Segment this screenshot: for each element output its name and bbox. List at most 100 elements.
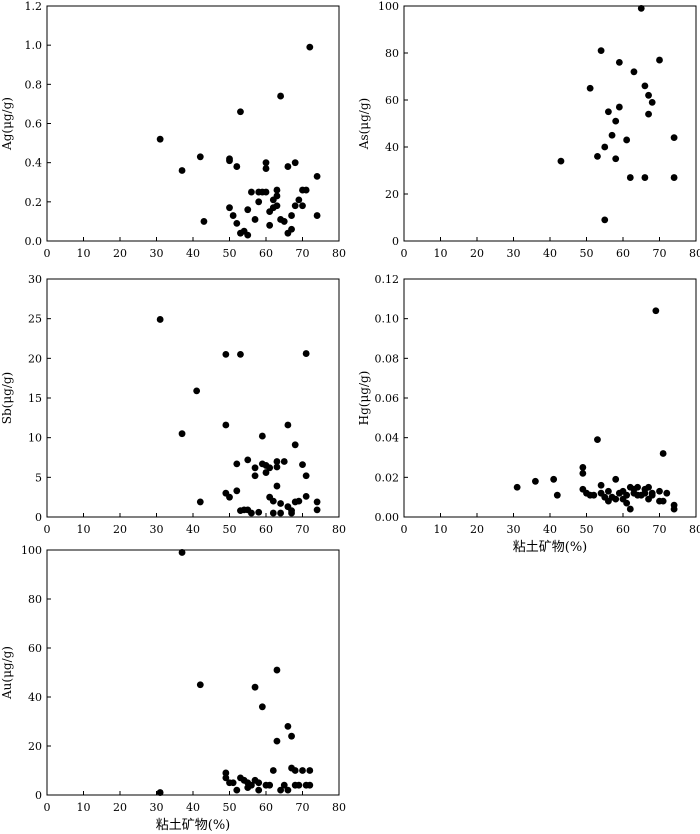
data-point [251,464,259,472]
data-point [248,509,255,517]
data-point [277,500,284,507]
x-tick-label: 30 [150,801,164,814]
x-axis-label: 粘土矿物(%) [156,818,231,833]
data-point [156,789,164,796]
data-point [255,508,263,516]
data-point [222,769,230,777]
data-point [313,212,321,219]
x-tick-label: 20 [470,523,484,536]
data-point [594,153,601,160]
data-point [532,477,539,485]
data-point [248,781,255,789]
data-point [553,491,561,499]
data-point [251,683,259,691]
data-point [288,509,295,517]
data-point [258,432,266,440]
y-tick-label: 10 [28,432,42,445]
data-point [258,703,266,711]
data-point [299,767,306,774]
data-point [178,430,186,438]
data-point [251,216,259,223]
data-point [645,483,652,491]
y-axis-label: Sb(μg/g) [0,372,14,424]
y-tick-label: 0.2 [25,196,43,209]
data-point [255,786,263,794]
x-tick-label: 70 [296,247,310,260]
plot-frame [46,549,340,796]
y-tick-label: 1.0 [25,39,43,52]
data-point [233,786,241,794]
x-tick-label: 50 [223,523,237,536]
data-point [586,84,594,92]
data-point [178,167,186,174]
y-tick-label: 0.00 [375,511,400,524]
data-point [196,153,204,161]
x-tick-label: 0 [44,523,51,536]
data-point [623,491,631,499]
data-point [612,155,620,163]
data-point [280,218,288,225]
data-point [612,495,620,503]
data-point [648,98,656,106]
data-point [226,493,233,501]
data-point [579,469,587,477]
data-point [605,487,612,495]
data-point [295,497,303,505]
y-tick-label: 0.02 [375,471,400,484]
data-point [652,307,660,315]
plot-frame [46,278,340,518]
data-point [615,103,623,111]
y-tick-label: 0.0 [25,235,43,248]
data-point [233,219,241,227]
data-point [273,737,281,745]
data-point [590,491,598,499]
plot-frame [403,5,697,242]
data-point [248,188,255,196]
data-point [178,549,186,556]
data-point [623,136,631,144]
plot-frame [403,278,697,518]
data-point [284,786,292,794]
data-point [663,489,671,497]
data-point [255,198,263,206]
data-point [605,108,612,116]
data-point [273,202,281,210]
data-point [641,82,649,90]
data-point [273,458,281,465]
y-tick-label: 60 [385,94,399,107]
x-tick-label: 20 [113,247,127,260]
data-point [597,47,605,55]
y-tick-label: 5 [35,471,42,484]
data-point [266,781,274,789]
x-tick-label: 70 [296,801,310,814]
y-tick-label: 80 [28,593,42,606]
data-point [269,509,277,517]
data-point [280,458,288,465]
data-point [306,43,314,51]
data-point [601,143,609,151]
data-point [156,135,164,143]
x-tick-label: 30 [507,247,521,260]
data-point [630,68,638,76]
data-point [196,498,204,506]
data-point [222,774,230,782]
x-tick-label: 50 [580,247,594,260]
scatter-panel: 0 10 20 30 40 50 60 70 80 0.0 0.2 0.4 0.6 0.8 1.0 1.2 Ag… [0,0,346,260]
data-point [237,350,244,358]
data-point [645,110,652,118]
data-point [291,441,299,449]
data-point [550,475,558,483]
x-tick-label: 30 [150,247,164,260]
y-tick-label: 0.06 [375,392,400,405]
data-point [244,456,252,464]
y-tick-label: 0.8 [25,78,43,91]
data-point [280,781,288,789]
data-point [262,165,270,172]
x-tick-label: 40 [543,247,557,260]
x-tick-label: 80 [689,523,700,536]
y-tick-label: 0.4 [25,157,43,170]
scatter-panel: 0 10 20 30 40 50 60 70 80 0 20 40 60 80 100 Au(μg/g) 粘土矿… [0,544,346,833]
y-tick-label: 20 [385,188,399,201]
x-tick-label: 80 [332,523,346,536]
data-point [244,206,252,214]
